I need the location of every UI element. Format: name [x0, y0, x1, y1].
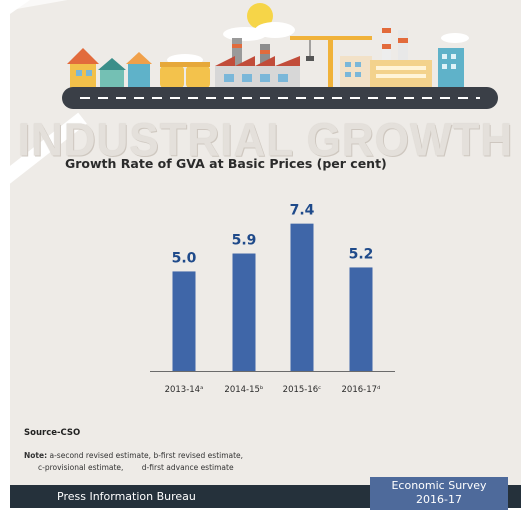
- footer-badge-line-2: 2016-17: [416, 493, 462, 506]
- footer-badge: Economic Survey 2016-17: [370, 477, 508, 510]
- infographic-heading: INDUSTRIAL GROWTH: [17, 114, 514, 167]
- note-d: d-first advance estimate: [141, 463, 234, 472]
- note-line-1: Note: a-second revised estimate, b-first…: [24, 450, 243, 462]
- note-block: Note: a-second revised estimate, b-first…: [24, 450, 243, 474]
- footer-badge-line-1: Economic Survey: [391, 479, 487, 492]
- chart-title: Growth Rate of GVA at Basic Prices (per …: [65, 156, 387, 171]
- note-b: b-first revised estimate,: [153, 451, 244, 460]
- note-label: Note:: [24, 451, 48, 460]
- footer-bar: Press Information Bureau Economic Survey…: [10, 477, 521, 510]
- industrial-skyline-illustration: [10, 0, 521, 118]
- note-a: a-second revised estimate,: [49, 451, 152, 460]
- note-c: c-provisional estimate,: [38, 463, 124, 472]
- footer-publisher: Press Information Bureau: [57, 490, 196, 503]
- source-text: Source-CSO: [24, 428, 81, 438]
- note-line-2: c-provisional estimate, d-first advance …: [24, 462, 243, 474]
